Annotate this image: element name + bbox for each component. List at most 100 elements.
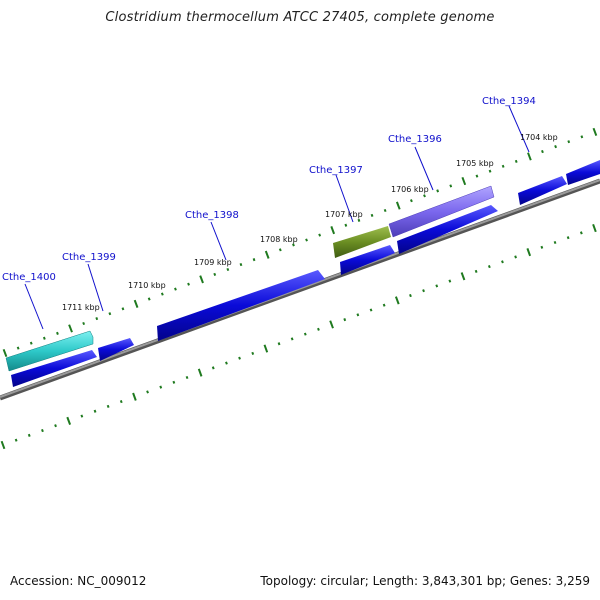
minor-tick (290, 337, 294, 341)
minor-tick (211, 366, 215, 370)
label-cthe-1399[interactable]: Cthe_1399 (62, 252, 116, 263)
major-tick (395, 201, 401, 210)
minor-tick (174, 287, 177, 291)
cds-feature[interactable] (518, 176, 567, 205)
minor-tick (436, 189, 440, 193)
kbp-label: 1705 kbp (456, 159, 494, 168)
gene-cthe-1400[interactable] (5, 330, 94, 372)
minor-tick (448, 279, 452, 283)
minor-tick (239, 262, 243, 267)
inner-tick-ring (0, 223, 597, 450)
leader-cthe-1400 (24, 283, 44, 330)
minor-tick (27, 433, 31, 437)
minor-tick (14, 438, 18, 442)
major-tick (197, 368, 203, 377)
cds-feature[interactable] (566, 160, 600, 185)
minor-tick (501, 260, 504, 264)
major-tick (199, 275, 204, 284)
minor-tick (318, 233, 322, 237)
major-tick (68, 324, 73, 333)
accession-text: Accession: NC_009012 (10, 574, 147, 588)
label-cthe-1398[interactable]: Cthe_1398 (185, 210, 239, 221)
minor-tick (356, 313, 360, 317)
major-tick (592, 127, 598, 136)
major-tick (0, 440, 6, 450)
minor-tick (252, 258, 256, 262)
minor-tick (422, 289, 425, 293)
kbp-label: 1708 kbp (260, 235, 298, 244)
minor-tick (383, 208, 387, 213)
minor-tick (41, 428, 44, 433)
minor-tick (292, 243, 295, 247)
major-tick (2, 348, 8, 358)
minor-tick (541, 149, 544, 154)
major-tick (132, 392, 137, 401)
minor-tick (514, 255, 517, 259)
minor-tick (16, 346, 20, 350)
minor-tick (187, 282, 190, 286)
minor-tick (82, 321, 86, 326)
major-tick (461, 176, 467, 186)
minor-tick (343, 318, 347, 322)
minor-tick (344, 223, 348, 227)
label-cthe-1397[interactable]: Cthe_1397 (309, 165, 363, 176)
map-title: Clostridium thermocellum ATCC 27405, com… (105, 10, 495, 25)
minor-tick (108, 312, 112, 316)
minor-tick (540, 245, 544, 249)
minor-tick (119, 400, 123, 404)
minor-tick (159, 385, 163, 389)
minor-tick (93, 409, 97, 413)
kbp-label: 1710 kbp (128, 281, 166, 290)
minor-tick (409, 293, 412, 298)
minor-tick (567, 140, 571, 144)
minor-tick (172, 380, 176, 384)
kbp-label: 1709 kbp (194, 258, 232, 267)
gene-cthe-1398[interactable] (157, 270, 325, 341)
minor-tick (305, 238, 308, 242)
major-tick (264, 250, 270, 259)
minor-tick (474, 269, 478, 273)
minor-tick (251, 351, 255, 355)
minor-tick (579, 231, 583, 235)
label-cthe-1396[interactable]: Cthe_1396 (388, 134, 442, 145)
minor-tick (514, 159, 518, 163)
minor-tick (423, 194, 426, 198)
gene-cthe-1396[interactable] (388, 185, 495, 238)
label-cthe-1394[interactable]: Cthe_1394 (482, 96, 536, 107)
minor-tick (121, 307, 125, 311)
minor-tick (554, 145, 558, 149)
cds-feature[interactable] (98, 338, 134, 361)
minor-tick (56, 331, 59, 335)
outer-tick-ring (2, 127, 598, 358)
leader-cthe-1397 (335, 174, 354, 223)
genome-backbone-highlight (0, 179, 600, 398)
minor-tick (369, 308, 373, 312)
major-tick (263, 344, 269, 353)
minor-tick (226, 267, 230, 272)
minor-tick (185, 375, 189, 380)
cds-feature[interactable] (11, 350, 97, 387)
minor-tick (80, 414, 84, 418)
kbp-label: 1706 kbp (391, 185, 429, 194)
minor-tick (435, 284, 439, 288)
topology-summary: Topology: circular; Length: 3,843,301 bp… (260, 574, 590, 588)
minor-tick (370, 213, 374, 217)
minor-tick (409, 199, 413, 203)
major-tick (329, 320, 334, 329)
minor-tick (106, 404, 110, 408)
minor-tick (449, 184, 453, 188)
minor-tick (303, 332, 307, 336)
minor-tick (553, 240, 557, 245)
major-tick (460, 272, 466, 281)
minor-tick (29, 341, 33, 345)
minor-tick (147, 297, 151, 301)
cds-feature[interactable] (397, 205, 498, 254)
major-tick (592, 223, 597, 233)
minor-tick (54, 424, 57, 428)
minor-tick (487, 265, 491, 269)
cds-feature[interactable] (340, 245, 395, 275)
label-cthe-1400[interactable]: Cthe_1400 (2, 272, 56, 283)
leader-cthe-1396 (414, 146, 434, 191)
gene-cthe-1397[interactable] (333, 226, 391, 258)
